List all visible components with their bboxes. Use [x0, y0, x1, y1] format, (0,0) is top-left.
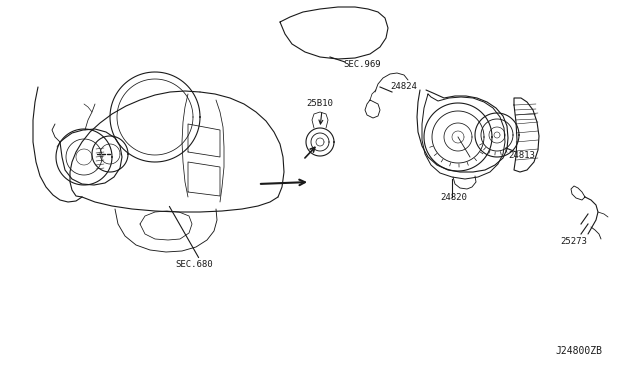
Text: 25273: 25273: [560, 237, 587, 246]
Text: 24820: 24820: [440, 193, 467, 202]
Text: 25B10: 25B10: [306, 99, 333, 108]
Text: 24824: 24824: [390, 82, 417, 91]
Text: 24813: 24813: [508, 151, 535, 160]
Text: SEC.680: SEC.680: [175, 260, 212, 269]
Text: SEC.969: SEC.969: [343, 60, 381, 69]
Text: J24800ZB: J24800ZB: [555, 346, 602, 356]
